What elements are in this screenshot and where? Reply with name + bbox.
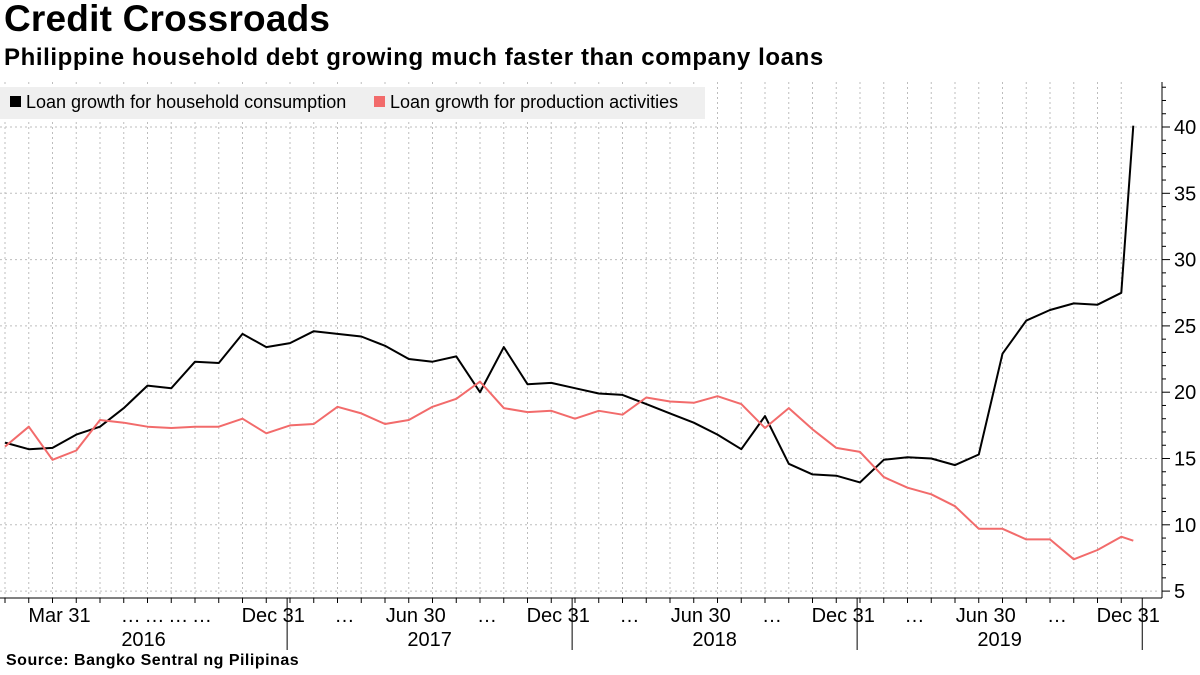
x-tick-label: Dec 31 — [242, 605, 305, 627]
y-tick-label: 10 — [1174, 515, 1196, 537]
x-tick-label: Dec 31 — [812, 605, 875, 627]
y-tick-label: 5 — [1174, 581, 1185, 603]
x-tick-label: … — [121, 605, 141, 627]
y-tick-label: 30 — [1174, 250, 1196, 272]
x-tick-label: … — [1047, 605, 1067, 627]
legend-swatch-production — [374, 96, 385, 107]
legend-label-household: Loan growth for household consumption — [26, 92, 346, 112]
x-tick-label: Dec 31 — [1097, 605, 1160, 627]
legend-swatch-household — [10, 96, 21, 107]
x-tick-label: … — [145, 605, 165, 627]
source-note: Source: Bangko Sentral ng Pilipinas — [6, 652, 300, 669]
y-tick-label: 35 — [1174, 183, 1196, 205]
legend-label-production: Loan growth for production activities — [390, 92, 678, 112]
y-tick-label: 20 — [1174, 382, 1196, 404]
y-tick-label: 25 — [1174, 316, 1196, 338]
x-tick-label: … — [620, 605, 640, 627]
household-line — [4, 125, 1135, 484]
series-layer — [4, 125, 1135, 561]
x-tick-label: Mar 31 — [28, 605, 90, 627]
year-label: 2017 — [407, 629, 452, 651]
x-tick-label: Dec 31 — [527, 605, 590, 627]
production-line — [4, 380, 1134, 561]
x-tick-label: … — [477, 605, 497, 627]
x-tick-label: … — [192, 605, 212, 627]
year-label: 2018 — [692, 629, 737, 651]
x-tick-label: Jun 30 — [386, 605, 446, 627]
legend-background — [0, 87, 705, 119]
chart-subtitle: Philippine household debt growing much f… — [4, 44, 824, 71]
x-tick-label: … — [905, 605, 925, 627]
x-tick-label: Jun 30 — [956, 605, 1016, 627]
x-tick-label: Jun 30 — [671, 605, 731, 627]
y-tick-label: 40 — [1174, 117, 1196, 139]
year-label: 2016 — [121, 629, 166, 651]
x-tick-label: … — [168, 605, 188, 627]
x-tick-label: … — [335, 605, 355, 627]
x-tick-label: … — [762, 605, 782, 627]
legend: Loan growth for household consumption Lo… — [0, 87, 705, 119]
year-label: 2019 — [977, 629, 1022, 651]
grid-layer — [0, 82, 1160, 598]
chart-title: Credit Crossroads — [4, 0, 331, 39]
y-tick-label: 15 — [1174, 449, 1196, 471]
